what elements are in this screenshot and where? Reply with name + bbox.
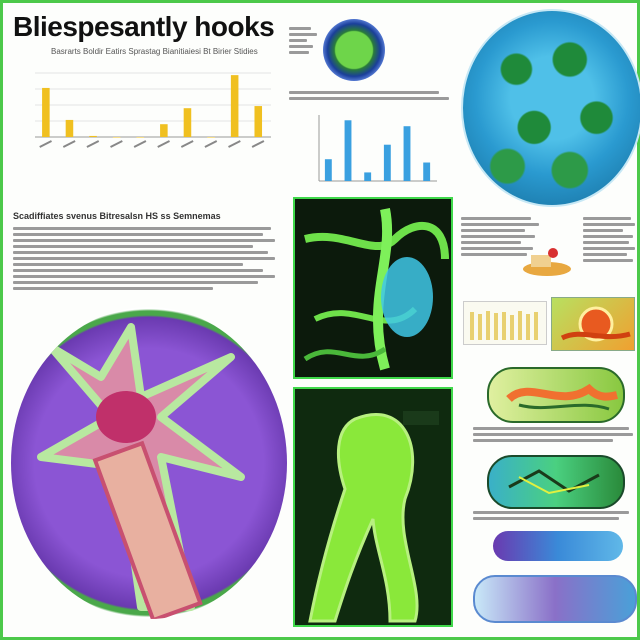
bar: [136, 137, 145, 138]
bar: [183, 108, 192, 137]
bar: [344, 120, 352, 181]
neuron-cell-icon: [37, 323, 245, 619]
tick-label-mark: [110, 140, 123, 148]
bar: [324, 159, 332, 181]
bar: [403, 126, 411, 181]
capsule-specimen-icon: [508, 469, 600, 495]
tick-label-mark: [157, 140, 170, 148]
specimen-capsule-1: [487, 367, 625, 423]
poster-title: Bliespesantly hooks: [13, 11, 275, 42]
bar: [230, 75, 239, 137]
tick-label-mark: [133, 140, 147, 148]
branching-vessel-icon: [303, 208, 449, 371]
tick-label-mark: [86, 140, 100, 148]
tick-label-mark: [204, 140, 218, 148]
leaf-tissue-illustration: [461, 9, 640, 207]
tick-label-mark: [62, 140, 76, 148]
capsule-caption-1: [473, 427, 633, 445]
root-structure-icon: [308, 411, 439, 623]
specimen-capsule-4: [473, 575, 637, 623]
bar: [383, 144, 391, 181]
right-text-top: [461, 217, 539, 259]
green-root-panel: [293, 387, 453, 627]
right-text-side: [583, 217, 635, 265]
cell-caption: [289, 91, 449, 103]
green-vessel-panel: [293, 197, 453, 379]
bar: [423, 162, 431, 181]
specimen-capsule-2: [487, 455, 625, 509]
bar: [207, 137, 215, 138]
sample-icon: [523, 248, 571, 276]
snail-specimen-image: [551, 297, 635, 351]
bar: [160, 124, 168, 137]
tick-label-mark: [180, 140, 194, 148]
tick-label-mark: [39, 140, 52, 148]
cell-labels: [289, 27, 319, 57]
bar: [65, 119, 74, 137]
poster-subtitle: Basrarts Boldir Eatirs Sprastag Bianitia…: [51, 47, 258, 56]
yellow-bar-chart: [35, 72, 271, 148]
bar: [364, 172, 372, 181]
cake-sample-image: [519, 243, 575, 277]
strip-bars-icon: [470, 311, 538, 340]
neuron-illustration: [11, 307, 287, 619]
section-body-text: [13, 227, 275, 293]
bar: [254, 106, 263, 137]
blue-bar-chart: [318, 115, 437, 182]
tick-label-mark: [228, 140, 241, 148]
bar: [89, 135, 97, 137]
bar: [112, 137, 121, 138]
specimen-capsule-3: [493, 531, 623, 561]
section-heading: Scadiffiates svenus Bitresalsn HS ss Sem…: [13, 211, 221, 221]
bar: [42, 87, 50, 137]
capsule-specimen-icon: [506, 383, 618, 411]
green-cell-illustration: [323, 19, 385, 81]
tick-label-mark: [251, 140, 265, 148]
snail-icon: [560, 306, 631, 342]
capsule-caption-2: [473, 511, 633, 523]
small-bar-strip: [463, 301, 547, 345]
